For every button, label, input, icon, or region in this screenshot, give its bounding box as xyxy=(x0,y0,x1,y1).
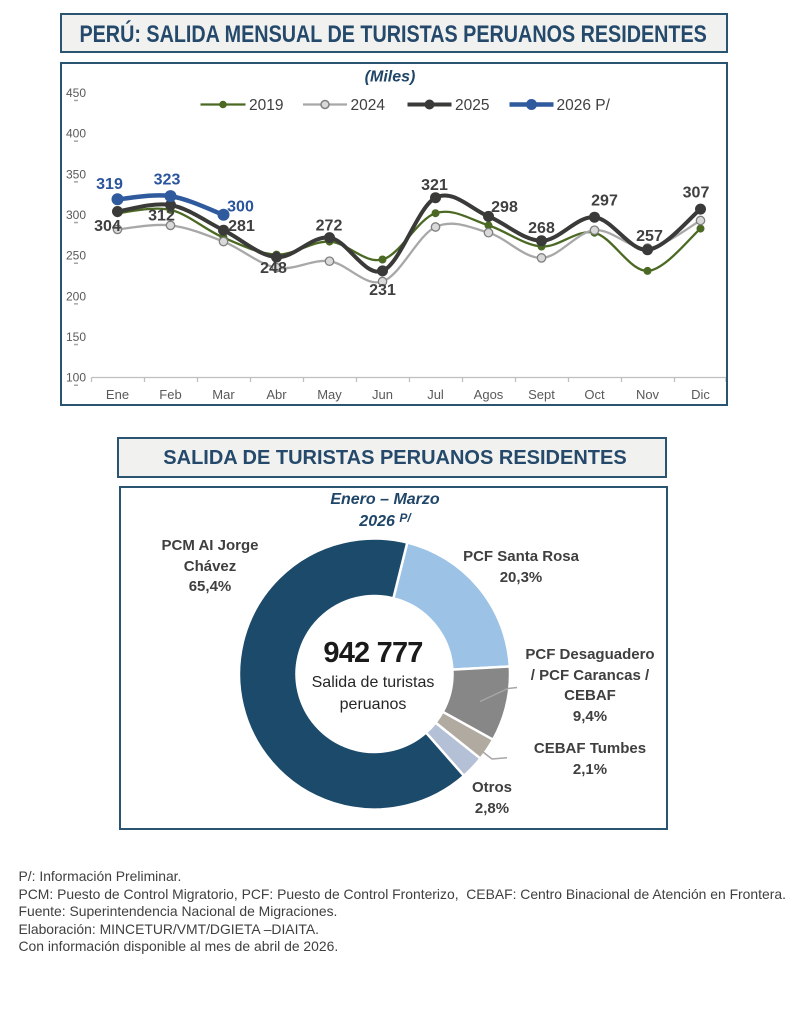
svg-text:2019: 2019 xyxy=(249,97,283,114)
svg-text:100: 100 xyxy=(65,370,85,384)
svg-text:297: 297 xyxy=(591,192,618,209)
svg-text:200: 200 xyxy=(65,289,85,303)
svg-text:321: 321 xyxy=(421,177,448,194)
svg-text:323: 323 xyxy=(153,171,180,188)
svg-text:248: 248 xyxy=(260,260,287,277)
svg-text:350: 350 xyxy=(65,167,85,181)
svg-text:268: 268 xyxy=(528,220,555,237)
svg-text:Abr: Abr xyxy=(266,387,287,402)
svg-text:400: 400 xyxy=(65,126,85,140)
svg-text:Ene: Ene xyxy=(105,387,128,402)
svg-text:Jul: Jul xyxy=(427,387,444,402)
svg-text:(Miles): (Miles) xyxy=(364,68,415,85)
svg-text:May: May xyxy=(317,387,342,402)
svg-text:2025: 2025 xyxy=(455,97,489,114)
svg-text:150: 150 xyxy=(65,330,85,344)
svg-text:Jun: Jun xyxy=(372,387,393,402)
svg-text:2024: 2024 xyxy=(350,97,385,114)
svg-text:300: 300 xyxy=(65,208,85,222)
svg-text:250: 250 xyxy=(65,248,85,262)
svg-text:2026 P/: 2026 P/ xyxy=(556,97,610,114)
svg-text:Mar: Mar xyxy=(212,387,235,402)
svg-text:450: 450 xyxy=(65,86,85,100)
svg-text:272: 272 xyxy=(315,217,342,234)
svg-text:281: 281 xyxy=(228,218,255,235)
svg-text:307: 307 xyxy=(682,184,709,201)
svg-text:298: 298 xyxy=(491,199,518,216)
svg-text:Feb: Feb xyxy=(159,387,181,402)
svg-text:319: 319 xyxy=(96,176,123,193)
svg-text:Agos: Agos xyxy=(473,387,503,402)
svg-text:Sept: Sept xyxy=(528,387,555,402)
svg-text:257: 257 xyxy=(636,228,663,245)
svg-text:304: 304 xyxy=(94,218,121,235)
svg-text:Nov: Nov xyxy=(635,387,659,402)
svg-text:Oct: Oct xyxy=(584,387,605,402)
svg-text:300: 300 xyxy=(227,198,254,215)
svg-text:231: 231 xyxy=(369,282,396,299)
svg-text:312: 312 xyxy=(148,207,175,224)
svg-text:Dic: Dic xyxy=(691,387,710,402)
